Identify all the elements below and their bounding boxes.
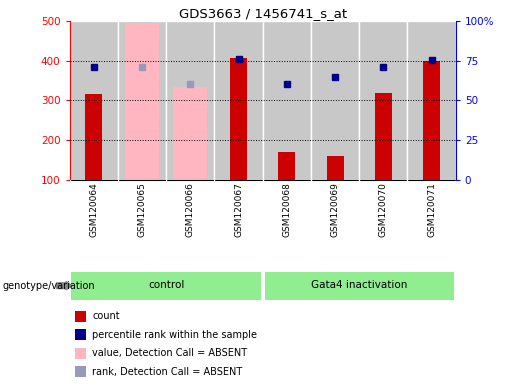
- Text: value, Detection Call = ABSENT: value, Detection Call = ABSENT: [92, 348, 247, 358]
- Bar: [70, 21, 118, 180]
- Title: GDS3663 / 1456741_s_at: GDS3663 / 1456741_s_at: [179, 7, 347, 20]
- Text: percentile rank within the sample: percentile rank within the sample: [92, 330, 257, 340]
- Bar: [265, 271, 454, 300]
- Bar: [375, 93, 392, 180]
- Text: GSM120065: GSM120065: [138, 182, 146, 237]
- Bar: [278, 152, 295, 180]
- Text: count: count: [92, 311, 120, 321]
- Bar: [311, 21, 359, 180]
- Bar: [85, 94, 102, 180]
- Text: GSM120068: GSM120068: [282, 182, 291, 237]
- Text: Gata4 inactivation: Gata4 inactivation: [311, 280, 407, 290]
- Bar: [72, 271, 261, 300]
- Text: control: control: [148, 280, 184, 290]
- Bar: [118, 21, 166, 180]
- Text: genotype/variation: genotype/variation: [3, 281, 95, 291]
- Bar: [327, 156, 344, 180]
- Bar: [359, 21, 407, 180]
- Bar: [125, 23, 159, 180]
- Text: GSM120064: GSM120064: [89, 182, 98, 237]
- Text: GSM120067: GSM120067: [234, 182, 243, 237]
- Bar: [423, 61, 440, 180]
- Bar: [263, 21, 311, 180]
- Bar: [230, 58, 247, 180]
- Bar: [214, 21, 263, 180]
- Bar: [407, 21, 456, 180]
- Text: GSM120069: GSM120069: [331, 182, 339, 237]
- Text: GSM120070: GSM120070: [379, 182, 388, 237]
- Text: GSM120071: GSM120071: [427, 182, 436, 237]
- Bar: [174, 86, 207, 180]
- Text: rank, Detection Call = ABSENT: rank, Detection Call = ABSENT: [92, 367, 243, 377]
- Text: GSM120066: GSM120066: [186, 182, 195, 237]
- Bar: [166, 21, 214, 180]
